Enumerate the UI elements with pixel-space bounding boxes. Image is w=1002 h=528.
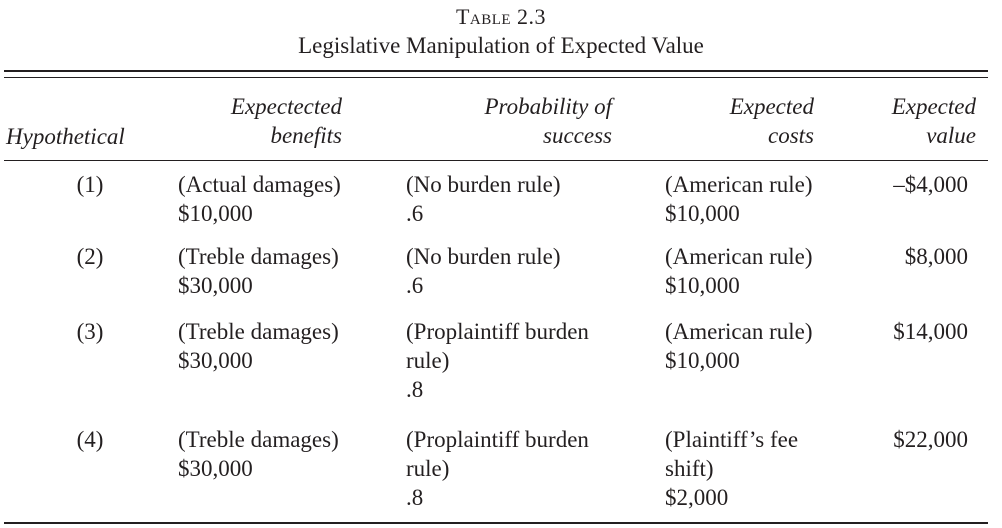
cell-expected-costs: (American rule) $10,000 (665, 244, 813, 298)
cell-hypothetical: (2) (76, 244, 104, 269)
cell-expected-value: $22,000 (893, 427, 968, 452)
header-hypothetical: Hypothetical (6, 124, 125, 149)
table-title: Legislative Manipulation of Expected Val… (298, 33, 704, 58)
cell-hypothetical: (4) (76, 427, 104, 452)
cell-expected-benefits: (Treble damages) $30,000 (178, 244, 339, 298)
table-number: Table 2.3 (455, 4, 547, 29)
cell-expected-benefits: (Actual damages) $10,000 (178, 172, 341, 226)
cell-expected-value: $14,000 (893, 319, 968, 344)
cell-expected-costs: (American rule) $10,000 (665, 319, 813, 373)
cell-hypothetical: (1) (76, 172, 104, 197)
cell-expected-benefits: (Treble damages) $30,000 (178, 427, 339, 481)
cell-expected-value: –$4,000 (893, 172, 968, 197)
cell-probability: (No burden rule) .6 (406, 172, 561, 226)
cell-probability: (Proplaintiff burden rule) .8 (406, 427, 589, 510)
cell-probability: (Proplaintiff burden rule) .8 (406, 319, 589, 402)
header-expected-value: Expected value (891, 94, 976, 148)
header-expected-costs: Expected costs (729, 94, 814, 148)
cell-expected-costs: (American rule) $10,000 (665, 172, 813, 226)
cell-expected-costs: (Plaintiff’s fee shift) $2,000 (665, 427, 799, 510)
top-rule-thin (4, 77, 988, 78)
cell-hypothetical: (3) (76, 319, 104, 344)
cell-expected-benefits: (Treble damages) $30,000 (178, 319, 339, 373)
bottom-rule (4, 522, 988, 524)
top-rule (4, 70, 988, 72)
cell-probability: (No burden rule) .6 (406, 244, 561, 298)
header-expected-benefits: Expectected benefits (230, 94, 342, 148)
cell-expected-value: $8,000 (904, 244, 968, 269)
header-rule (4, 160, 988, 161)
header-probability-of-success: Probability of success (484, 94, 612, 148)
